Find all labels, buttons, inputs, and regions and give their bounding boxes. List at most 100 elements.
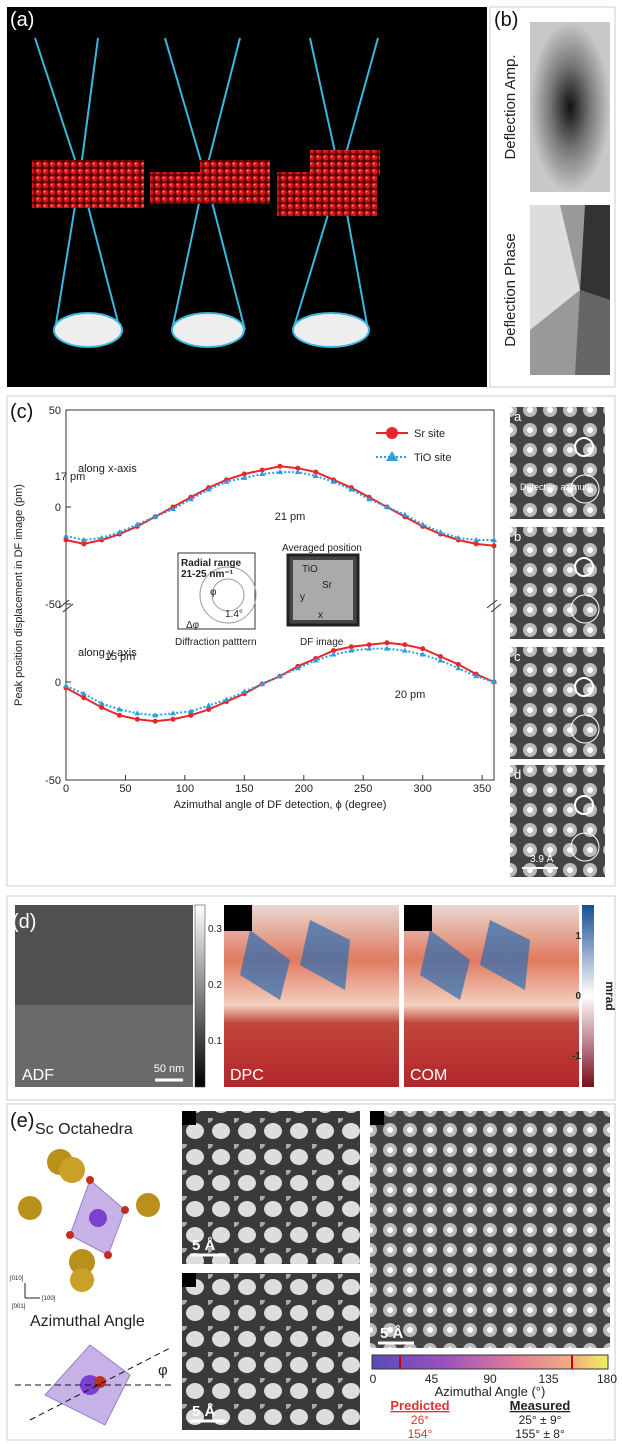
legend-label: TiO site (414, 452, 452, 464)
inset-text: 1.4° (225, 609, 243, 620)
x-tick-label: 50 (119, 783, 131, 795)
inset-text: Averaged position (282, 543, 362, 554)
image-label: COM (410, 1067, 447, 1084)
colorbar-tick: 0.3 (208, 924, 222, 935)
sr-point (171, 717, 176, 722)
inset-text: 21-25 nm⁻¹ (181, 569, 234, 580)
x-tick-label: 200 (295, 783, 313, 795)
panel-label: (a) (10, 9, 34, 31)
y-tick-label: 0 (55, 502, 61, 514)
side-label: c (514, 649, 521, 664)
colorbar-tick: 0.1 (208, 1036, 222, 1047)
meas-value: 155° ± 8° (515, 1427, 565, 1441)
sr-point (278, 464, 283, 469)
dir-label: [010] (10, 1276, 24, 1282)
az-title: Azimuthal Angle (30, 1313, 145, 1330)
sr-point (402, 642, 407, 647)
y-axis-label: Peak position displacement in DF image (… (13, 484, 25, 706)
corner (404, 905, 432, 931)
y-tick-label: -50 (45, 599, 61, 611)
inset-text: y (300, 592, 305, 603)
y-tick-label: -50 (45, 775, 61, 787)
side-label: d (514, 767, 521, 782)
corner (182, 1111, 196, 1125)
y-tick-label: 50 (49, 405, 61, 417)
detectors (54, 313, 369, 347)
corner (370, 1111, 384, 1125)
sr-point (99, 705, 104, 710)
inset-text: Diffraction patttern (175, 637, 257, 648)
octahedra-map (370, 1111, 610, 1348)
sr-point (385, 640, 390, 645)
sr-point (188, 713, 193, 718)
side-label: b (514, 529, 521, 544)
colorbar-tick: 180 (597, 1372, 617, 1386)
corner (224, 905, 252, 931)
sr-point (81, 541, 86, 546)
sc-title: Sc Octahedra (35, 1121, 133, 1138)
x-tick-label: 150 (235, 783, 253, 795)
annotation: 21 pm (275, 511, 306, 523)
colorbar-tick: 0 (370, 1372, 377, 1386)
sr-point (474, 541, 479, 546)
x-tick-label: 300 (413, 783, 431, 795)
phase-label: Deflection Phase (502, 233, 519, 346)
dir-label: [100] (42, 1296, 56, 1302)
pred-value: 26° (411, 1413, 429, 1427)
x-axis-label: Azimuthal angle of DF detection, ϕ (degr… (174, 799, 387, 811)
inset-text: Δφ (186, 620, 200, 631)
panel-label: (c) (10, 401, 33, 423)
dir-label: [001] (12, 1304, 26, 1310)
colorbar-tick: 0.2 (208, 980, 222, 991)
gray-colorbar (195, 905, 205, 1087)
scale-label: 5 Å (380, 1325, 404, 1342)
pred-title: Predicted (390, 1398, 449, 1413)
scale-label: 5 Å (192, 1403, 216, 1420)
page: {"panels":{ "a":{"label":"(a)"}, "b":{"l… (0, 0, 622, 1444)
panel-label: (d) (12, 911, 36, 933)
subplot-label: along x-axis (78, 463, 137, 475)
sr-point (206, 707, 211, 712)
scale-label: 3.9 Å (530, 852, 554, 865)
image-label: DPC (230, 1067, 264, 1084)
pred-value: 154° (408, 1427, 433, 1441)
legend-marker (386, 427, 398, 439)
colorbar-label: Azimuthal Angle (°) (435, 1384, 546, 1399)
azimuth-label: Detection azimuth (520, 482, 592, 492)
image-label: ADF (22, 1067, 54, 1084)
annotation: 20 pm (395, 689, 426, 701)
sr-point (64, 537, 69, 542)
side-label: a (514, 409, 522, 424)
colorbar-tick: -1 (572, 1051, 581, 1062)
inset-text: Radial range (181, 558, 241, 569)
panel-label: (e) (10, 1110, 34, 1132)
scale-label: 50 nm (154, 1063, 185, 1075)
div-colorbar (582, 905, 594, 1087)
phi-label: φ (158, 1362, 168, 1379)
corner (182, 1273, 196, 1287)
x-tick-label: 100 (176, 783, 194, 795)
sr-point (492, 543, 497, 548)
x-tick-label: 0 (63, 783, 69, 795)
annotation: 15 pm (105, 651, 136, 663)
inset-text: TiO (302, 564, 318, 575)
y-tick-label: 0 (55, 677, 61, 689)
figure: (a) (b) Deflection Amp. Deflection Phase… (0, 0, 622, 1444)
sr-point (117, 713, 122, 718)
x-tick-label: 250 (354, 783, 372, 795)
phase-image (530, 205, 610, 375)
colorbar-tick: 0 (575, 991, 581, 1002)
inset-text: φ (210, 587, 217, 598)
colorbar-tick: 1 (575, 931, 581, 942)
panel-label: (b) (494, 9, 518, 31)
inset-text: Sr (322, 580, 333, 591)
amp-label: Deflection Amp. (502, 54, 519, 159)
scale-label: 5 Å (192, 1237, 216, 1254)
unit-label: mrad (603, 981, 617, 1010)
sr-point (81, 695, 86, 700)
annotation: 17 pm (55, 471, 86, 483)
legend-label: Sr site (414, 428, 445, 440)
meas-title: Measured (510, 1398, 571, 1413)
inset-text: x (318, 610, 323, 621)
sr-point (153, 719, 158, 724)
